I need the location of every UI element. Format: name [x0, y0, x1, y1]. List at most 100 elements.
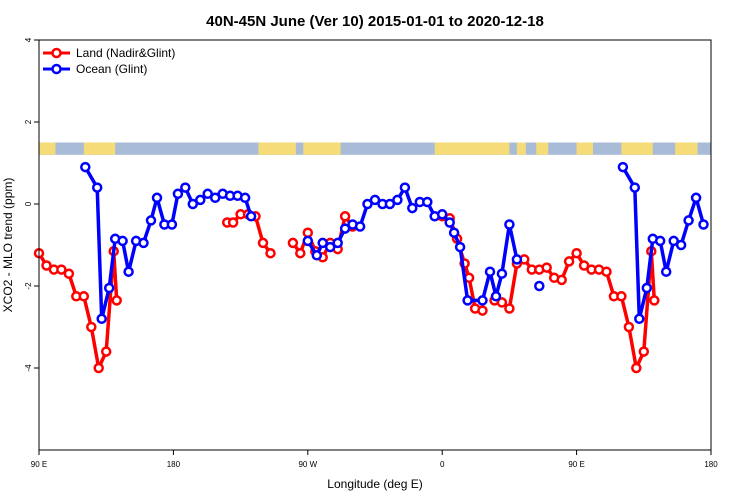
land-band: [675, 142, 698, 155]
land-data-point: [563, 256, 575, 267]
ocean-data-point: [660, 266, 672, 277]
land-data-point: [302, 227, 314, 238]
ocean-data-point: [195, 194, 206, 206]
ocean-data-point: [103, 282, 115, 294]
land-band: [303, 142, 341, 155]
land-data-point: [496, 297, 508, 308]
plot-frame: [38, 39, 712, 451]
legend-entry-land: Land (Nadir&Glint): [43, 46, 175, 60]
ocean-data-point: [422, 196, 433, 208]
y-tick-label: -2: [24, 282, 33, 290]
ocean-data-point: [448, 227, 460, 238]
ocean-data-point: [332, 237, 343, 249]
ocean-data-point: [444, 217, 455, 228]
legend-ocean-marker: [51, 63, 62, 75]
ocean-data-point: [634, 313, 645, 325]
ocean-data-point: [202, 188, 213, 200]
land-data-point: [504, 303, 515, 314]
ocean-data-point: [117, 235, 128, 247]
land-data-point: [339, 211, 351, 222]
land-data-point: [601, 266, 612, 277]
x-axis-label: Longitude (deg E): [327, 477, 422, 491]
land-data-point: [649, 295, 660, 306]
land-data-point: [638, 346, 650, 357]
y-tick-label: 4: [24, 37, 33, 42]
ocean-data-point: [80, 161, 91, 173]
land-band: [258, 142, 296, 155]
land-data-point: [578, 260, 590, 271]
x-tick-label: 180: [167, 460, 181, 469]
ocean-band: [39, 142, 711, 155]
land-band: [576, 142, 594, 155]
ocean-data-point: [180, 182, 191, 193]
land-data-point: [477, 305, 488, 316]
land-band: [434, 142, 510, 155]
x-tick-label: 90 W: [298, 460, 317, 469]
legend-land-label: Land (Nadir&Glint): [76, 46, 175, 60]
ocean-data-point: [436, 209, 448, 220]
ocean-data-point: [534, 280, 545, 292]
ocean-data-point: [683, 215, 694, 226]
ocean-data-point: [477, 295, 488, 306]
ocean-data-point: [302, 235, 314, 247]
ocean-data-point: [317, 237, 328, 249]
series-ocean: [80, 161, 709, 325]
x-tick-label: 180: [704, 460, 718, 469]
legend-land-marker: [51, 47, 62, 59]
land-data-point: [93, 362, 104, 374]
land-band: [516, 142, 526, 155]
ocean-data-point: [209, 192, 221, 204]
ocean-data-point: [617, 161, 629, 173]
ocean-data-point: [324, 241, 336, 253]
series-layer: [33, 161, 709, 374]
ocean-data-point: [641, 282, 653, 294]
series-land: [33, 209, 660, 374]
ocean-data-point: [145, 215, 157, 226]
land-data-point: [56, 264, 67, 275]
land-data-point: [111, 295, 122, 306]
ocean-data-point: [484, 266, 496, 277]
ocean-data-point: [629, 182, 641, 193]
x-tick-label: 90 E: [568, 460, 584, 469]
y-tick-label: 0: [24, 201, 33, 206]
land-band: [83, 142, 116, 155]
land-data-point: [257, 237, 269, 249]
x-tick-label: 90 E: [31, 460, 47, 469]
surface-type-bar: [39, 142, 711, 155]
ocean-data-point: [339, 223, 351, 234]
ocean-data-point: [407, 202, 418, 214]
y-tick-label: 2: [24, 119, 33, 124]
ocean-data-point: [668, 235, 679, 247]
x-tick-label: 0: [440, 460, 445, 469]
ocean-data-point: [172, 188, 184, 200]
land-data-point: [63, 268, 75, 279]
land-data-point: [541, 262, 552, 273]
ocean-data-point: [490, 291, 502, 302]
ocean-data-point: [239, 192, 251, 204]
y-tick-label: -4: [24, 364, 33, 372]
ocean-data-point: [96, 313, 107, 325]
ocean-data-point: [698, 219, 709, 230]
land-data-point: [631, 362, 642, 374]
ocean-data-point: [151, 192, 163, 204]
ocean-data-point: [511, 254, 523, 265]
land-data-point: [100, 346, 112, 357]
land-data-point: [295, 247, 306, 259]
land-data-point: [86, 321, 97, 333]
legend-ocean-label: Ocean (Glint): [76, 62, 147, 76]
land-data-point: [227, 217, 239, 228]
legend-entry-ocean: Ocean (Glint): [43, 62, 147, 76]
ocean-data-point: [654, 235, 666, 247]
land-band: [39, 142, 56, 155]
ocean-data-point: [675, 239, 687, 251]
y-axis: 4 2 0 -2 -4: [24, 37, 39, 372]
land-band: [536, 142, 549, 155]
x-axis: 90 E 180 90 W 0 90 E 180: [31, 450, 718, 469]
land-data-point: [265, 247, 276, 259]
y-axis-label: XCO2 - MLO trend (ppm): [1, 178, 15, 313]
ocean-data-point: [123, 266, 134, 277]
ocean-data-point: [245, 211, 257, 222]
land-data-point: [41, 260, 52, 271]
chart-title: 40N-45N June (Ver 10) 2015-01-01 to 2020…: [206, 13, 544, 30]
